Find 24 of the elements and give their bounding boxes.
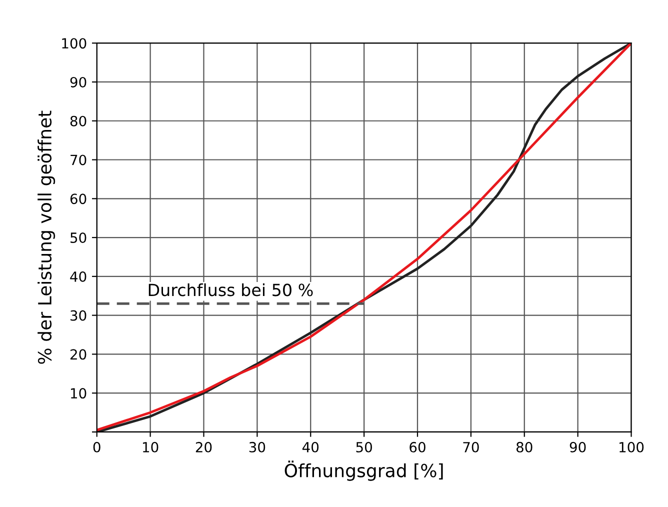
y-tick-label: 60 <box>70 194 86 204</box>
x-tick-label: 90 <box>570 442 586 452</box>
x-tick-label: 70 <box>463 442 479 452</box>
y-tick-label: 90 <box>70 76 86 88</box>
y-tick-label: 10 <box>70 388 86 399</box>
y-tick-label: 80 <box>70 116 86 126</box>
x-tick-label: 10 <box>142 442 158 452</box>
y-axis-title: % der Leistung voll geöffnet <box>38 110 56 364</box>
x-tick-label: 30 <box>249 442 266 452</box>
x-tick-label: 60 <box>410 442 426 452</box>
y-tick-label: 20 <box>70 349 86 360</box>
annotation: Durchfluss bei 50 % <box>148 283 313 296</box>
x-tick-label: 80 <box>516 442 532 452</box>
x-tick-label: 20 <box>196 442 212 452</box>
y-tick-label: 100 <box>62 38 86 49</box>
y-tick-label: 30 <box>70 310 86 321</box>
y-tick-label: 40 <box>70 271 86 282</box>
x-tick-label: 50 <box>356 442 372 452</box>
y-tick-label: 50 <box>70 232 86 244</box>
y-tick-label: 70 <box>70 154 86 166</box>
x-tick-label: 100 <box>620 442 644 452</box>
x-axis-title: Öffnungsgrad [%] <box>284 460 443 481</box>
x-tick-label: 0 <box>93 442 100 452</box>
x-tick-label: 40 <box>302 442 319 452</box>
